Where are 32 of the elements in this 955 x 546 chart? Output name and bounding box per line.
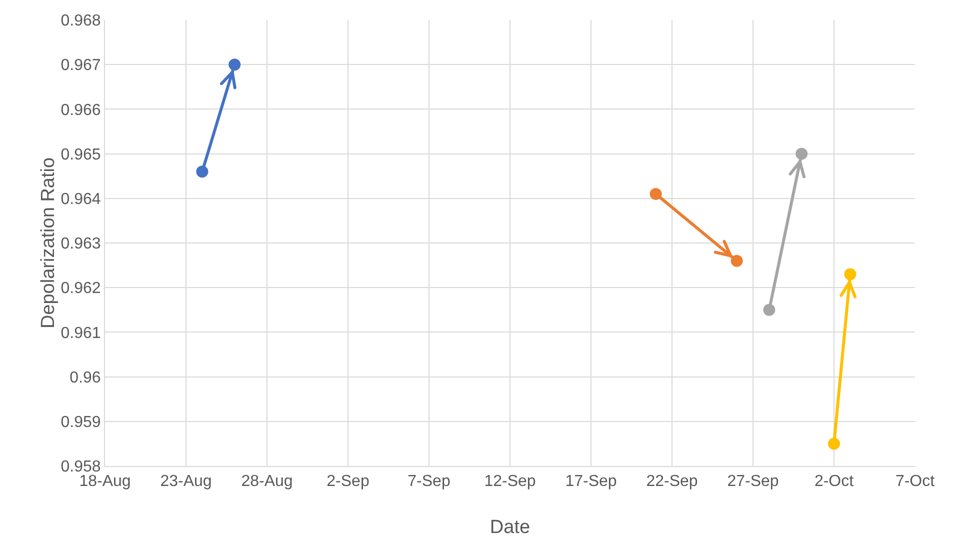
y-tick-label: 0.968 [60, 12, 101, 30]
y-tick-label: 0.959 [60, 414, 101, 431]
x-tick-label: 28-Aug [241, 473, 293, 490]
x-tick-label: 22-Sep [646, 473, 698, 490]
point [763, 304, 776, 316]
x-axis-title: Date [490, 517, 530, 538]
y-axis-title: Depolarization Ratio [38, 157, 59, 329]
point [730, 254, 743, 267]
y-tick-label: 0.96 [70, 369, 101, 386]
x-tick-label: 2-Sep [326, 473, 370, 490]
x-tick-label: 12-Sep [484, 473, 536, 490]
y-tick-label: 0.965 [60, 146, 101, 164]
x-tick-label: 2-Oct [814, 473, 854, 490]
x-tick-label: 7-Sep [408, 473, 450, 490]
point [796, 148, 808, 160]
point [844, 268, 856, 280]
y-tick-label: 0.958 [60, 458, 101, 476]
x-tick-label: 7-Oct [895, 473, 936, 490]
y-tick-label: 0.962 [60, 280, 101, 298]
point [228, 58, 241, 71]
point [196, 166, 208, 178]
x-tick-label: 27-Sep [727, 473, 779, 490]
y-tick-label: 0.963 [60, 236, 101, 253]
x-tick-label: 23-Aug [160, 473, 212, 490]
y-tick-label: 0.964 [60, 191, 101, 208]
y-tick-label: 0.967 [60, 57, 101, 74]
x-tick-label: 17-Sep [565, 473, 617, 490]
point [828, 438, 840, 450]
y-tick-label: 0.966 [60, 102, 101, 119]
y-tick-label: 0.961 [60, 324, 101, 342]
point [650, 188, 662, 200]
x-tick-label: 18-Aug [79, 473, 131, 490]
